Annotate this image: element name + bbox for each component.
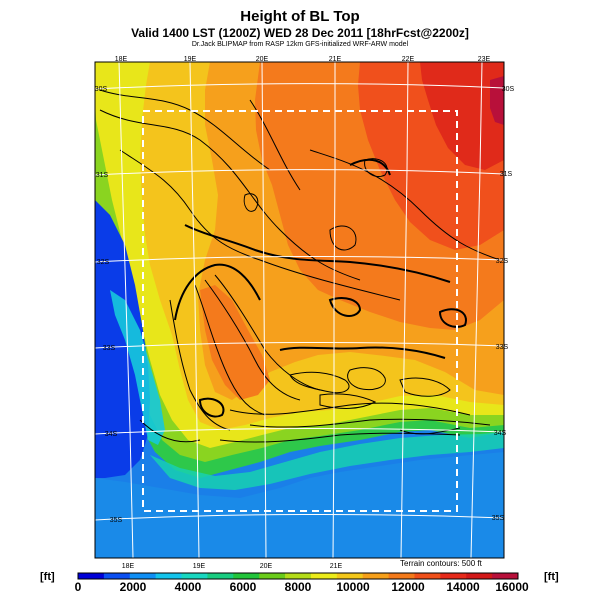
colorbar-swatch [310,573,338,579]
lon-label-bottom: 19E [193,563,206,570]
lon-label-top: 23E [478,56,491,63]
colorbar-swatch [492,573,519,579]
lon-label-top: 19E [184,56,197,63]
colorbar-tick-label: 12000 [391,580,425,594]
west-coast-cyan [110,290,165,445]
colorbar-swatch [155,573,183,579]
lat-label-right: 30S [502,86,515,93]
south-coast-teal [150,432,504,490]
lat-label-right: 34S [494,430,507,437]
colorbar-swatch [440,573,467,579]
tongue-orange [200,285,270,400]
colorbar-unit-right: [ft] [544,571,559,583]
lon-label-top: 21E [329,56,342,63]
colorbar-tick-label: 4000 [174,580,202,594]
lon-label-top: 22E [402,56,415,63]
lon-label-top: 18E [115,56,128,63]
colorbar-swatch [336,573,364,579]
lon-label-bottom: 20E [260,563,273,570]
graticule [95,62,504,558]
bl-contours-thick [174,158,467,418]
lon-label-bottom: 21E [330,563,343,570]
colorbar-tick-label: 0 [74,580,82,594]
map-frame [94,61,505,559]
lat-label-right: 32S [496,258,509,265]
map-subtitle: Valid 1400 LST (1200Z) WED 28 Dec 2011 [… [131,26,469,40]
colorbar-tick-label: 14000 [446,580,480,594]
colorbar-unit-left: [ft] [40,571,55,583]
colorbar-swatch [103,573,131,579]
west-coast-ocean [95,200,150,478]
colorbar-swatch [466,573,493,579]
colorbar-swatch [181,573,208,579]
colorbar-frame [77,572,519,580]
colorbar-swatch [129,573,157,579]
lat-label-right: 33S [496,344,509,351]
lat-label-left: 34S [105,431,118,438]
terrain-contours [99,89,501,443]
colorbar-tick-label: 10000 [336,580,370,594]
colorbar-swatch [285,573,312,579]
colorbar-swatch [414,573,441,579]
lat-label-left: 33S [103,345,116,352]
lat-label-left: 31S [96,172,109,179]
colorbar-tick-label: 16000 [495,580,529,594]
colorbar-tick-label: 2000 [119,580,147,594]
map-title: Height of BL Top [240,8,360,25]
colorbar-tick-label: 8000 [284,580,312,594]
lat-label-left: 35S [110,517,123,524]
lon-label-top: 20E [256,56,269,63]
lat-label-right: 35S [492,515,505,522]
colorbar-swatch [233,573,260,579]
colorbar [78,573,519,579]
colorbar-swatch [207,573,234,579]
lat-label-left: 30S [95,86,108,93]
model-credit: Dr.Jack BLIPMAP from RASP 12km GFS-initi… [191,41,409,48]
terrain-contours-note: Terrain contours: 500 ft [400,559,482,568]
colorbar-swatch [259,573,286,579]
colorbar-swatch [362,573,390,579]
lat-label-left: 32S [97,259,110,266]
lon-label-bottom: 18E [122,563,135,570]
colorbar-swatch [388,573,415,579]
colorbar-swatch [78,573,105,579]
colorbar-tick-label: 6000 [229,580,257,594]
lat-label-right: 31S [500,171,513,178]
coordinate-labels: 18E 19E 20E 21E 22E 23E 18E 19E 20E 21E … [95,56,515,570]
land-red [420,62,504,170]
inner-domain-box [142,110,458,512]
